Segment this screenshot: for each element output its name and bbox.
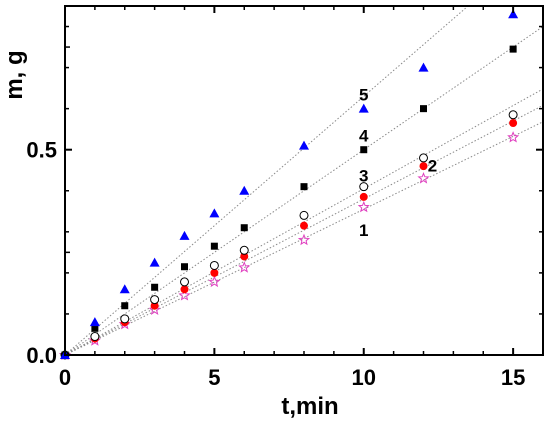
data-point-s5-10 xyxy=(508,9,519,19)
data-markers xyxy=(58,9,520,361)
data-point-s5-1 xyxy=(89,317,100,327)
x-tick-label-1: 5 xyxy=(208,365,220,390)
data-point-s4-8 xyxy=(360,146,368,154)
fit-lines xyxy=(64,5,544,356)
x-tick-label-3: 15 xyxy=(501,365,525,390)
series-label-5: 5 xyxy=(359,85,368,104)
data-point-s5-4 xyxy=(179,230,190,240)
y-axis-title: m, g xyxy=(1,50,28,99)
axis-ticks: 0 5 10 150.00.5 xyxy=(26,6,543,390)
series-label-1: 1 xyxy=(359,221,368,240)
data-point-s5-7 xyxy=(299,140,309,150)
data-point-s1-4 xyxy=(178,289,191,301)
series-3 xyxy=(60,110,518,360)
data-point-s5-2 xyxy=(119,284,130,294)
fit-line-5 xyxy=(64,5,469,356)
data-point-s2-5 xyxy=(210,268,219,277)
data-point-s2-8 xyxy=(359,192,368,201)
data-point-s1-3 xyxy=(148,303,161,316)
data-point-s2-4 xyxy=(180,285,189,294)
data-point-s3-3 xyxy=(150,295,160,305)
data-point-s5-6 xyxy=(239,185,250,195)
data-point-s4-5 xyxy=(210,242,218,250)
data-point-s3-6 xyxy=(239,245,249,255)
data-point-s3-2 xyxy=(120,314,130,324)
data-point-s3-4 xyxy=(180,277,189,287)
data-point-s5-8 xyxy=(358,103,369,113)
data-point-s5-5 xyxy=(209,208,220,218)
data-point-s3-1 xyxy=(90,332,100,342)
data-point-s3-9 xyxy=(419,153,428,163)
data-point-s5-9 xyxy=(418,62,429,72)
data-point-s2-7 xyxy=(300,221,308,230)
data-point-s4-7 xyxy=(300,183,308,191)
y-tick-label-0: 0.0 xyxy=(26,343,57,368)
data-point-s1-6 xyxy=(238,261,251,273)
plot-border xyxy=(64,5,544,356)
series-5 xyxy=(60,9,519,359)
data-point-s4-9 xyxy=(420,105,427,113)
x-axis-title: t,min xyxy=(281,393,338,420)
data-point-s5-3 xyxy=(149,257,160,267)
data-point-s4-4 xyxy=(181,263,188,271)
data-point-s1-7 xyxy=(297,233,311,246)
series-label-2: 2 xyxy=(428,156,437,175)
data-point-s4-1 xyxy=(91,324,99,332)
data-point-s4-2 xyxy=(121,302,129,310)
fit-line-1 xyxy=(64,121,544,356)
y-tick-label-1: 0.5 xyxy=(26,138,57,163)
series-label-3: 3 xyxy=(359,167,368,186)
series-4 xyxy=(61,45,517,359)
data-point-s1-9 xyxy=(417,172,430,184)
x-tick-label-0: 0 xyxy=(59,365,71,390)
data-point-s3-7 xyxy=(299,210,309,220)
fit-line-2 xyxy=(64,104,544,356)
data-point-s2-3 xyxy=(150,301,159,310)
data-point-s2-9 xyxy=(419,162,428,171)
data-point-s1-8 xyxy=(357,200,370,213)
x-tick-label-2: 10 xyxy=(352,365,376,390)
fit-line-4 xyxy=(64,26,544,356)
series-label-4: 4 xyxy=(359,126,369,145)
data-point-s3-5 xyxy=(209,260,219,270)
data-point-s4-6 xyxy=(240,224,248,232)
data-point-s1-10 xyxy=(507,131,520,143)
data-point-s3-10 xyxy=(508,110,518,120)
series-labels: 5 4 3 2 1 xyxy=(359,85,437,239)
data-point-s4-10 xyxy=(509,45,517,53)
data-point-s1-5 xyxy=(208,275,221,288)
data-point-s2-10 xyxy=(509,119,518,128)
data-point-s3-8 xyxy=(359,182,369,192)
data-point-s2-6 xyxy=(240,252,249,261)
data-point-s4-3 xyxy=(151,283,159,291)
plot-frame xyxy=(64,5,544,356)
